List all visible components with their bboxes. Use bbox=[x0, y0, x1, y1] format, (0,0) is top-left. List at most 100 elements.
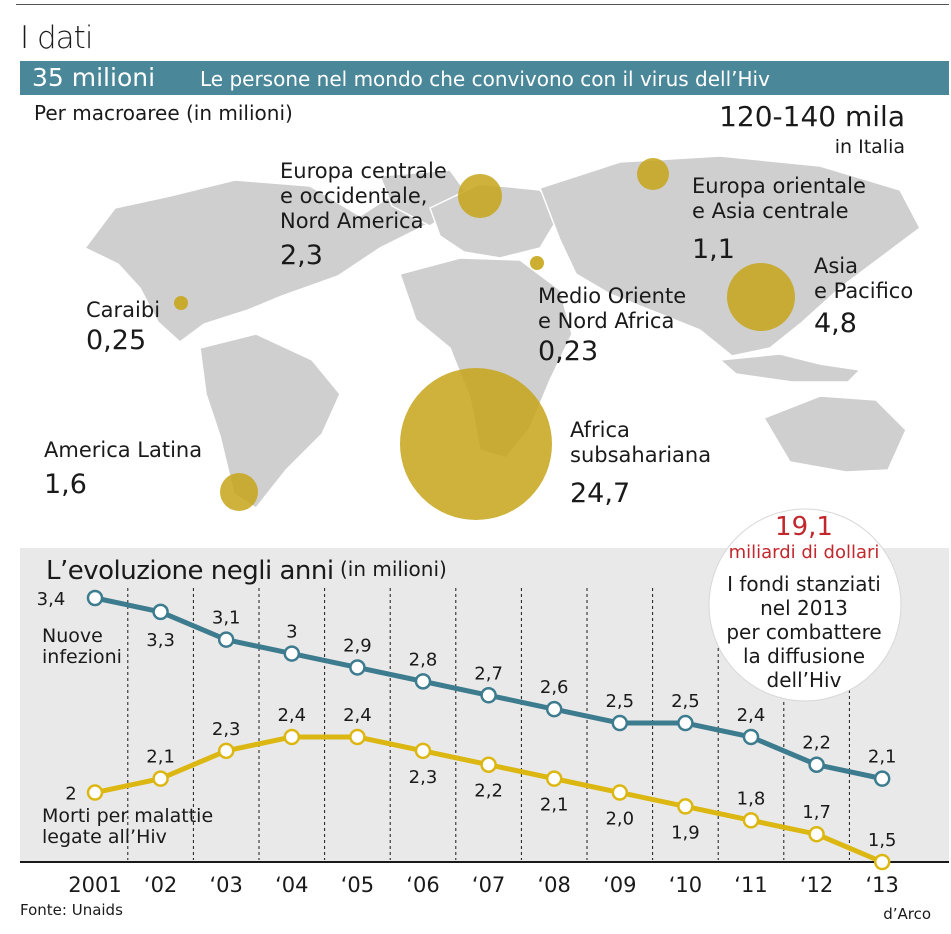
data-point bbox=[414, 742, 432, 760]
data-point bbox=[545, 770, 563, 787]
funds-bubble bbox=[708, 508, 902, 702]
data-point bbox=[677, 798, 694, 815]
data-point bbox=[414, 673, 432, 690]
x-tick-label: ‘03 bbox=[209, 873, 242, 897]
data-label: 3,1 bbox=[212, 608, 241, 629]
australia-shape bbox=[762, 395, 907, 473]
data-point bbox=[611, 784, 629, 801]
x-tick-label: ‘09 bbox=[603, 873, 636, 897]
region-label: Asia e Pacifico bbox=[814, 254, 914, 303]
region-medio-oriente: Medio Oriente e Nord Africa 0,23 bbox=[538, 284, 686, 367]
data-label: 2,1 bbox=[868, 747, 897, 768]
data-point bbox=[152, 603, 169, 621]
data-point bbox=[480, 687, 497, 704]
data-label: 2,1 bbox=[146, 747, 175, 768]
data-label: 1,5 bbox=[868, 830, 897, 851]
x-tick-label: ‘04 bbox=[275, 873, 308, 897]
region-caraibi: Caraibi 0,25 bbox=[86, 298, 160, 356]
series-label-nuove-infezioni: Nuove infezioni bbox=[42, 625, 122, 668]
data-point bbox=[873, 770, 891, 787]
region-label: Medio Oriente e Nord Africa bbox=[538, 284, 687, 333]
x-tick-label: ‘02 bbox=[144, 873, 177, 897]
x-tick-label: ‘08 bbox=[537, 873, 570, 897]
data-point bbox=[217, 742, 235, 760]
region-africa: Africa subsahariana 24,7 bbox=[570, 418, 711, 509]
data-point bbox=[808, 825, 825, 843]
italy-label: in Italia bbox=[834, 136, 905, 158]
region-america-latina: America Latina 1,6 bbox=[44, 438, 202, 500]
data-point bbox=[283, 728, 301, 746]
data-label: 2,8 bbox=[409, 649, 438, 670]
headline-banner: 35 milioni Le persone nel mondo che conv… bbox=[20, 61, 949, 95]
data-label: 3,3 bbox=[146, 630, 175, 651]
data-point bbox=[349, 659, 366, 676]
data-label: 2,4 bbox=[343, 705, 372, 726]
region-label: Africa subsahariana bbox=[570, 418, 712, 467]
data-label: 2,9 bbox=[343, 635, 372, 656]
bubble-america-latina bbox=[220, 473, 258, 511]
chart-title: L’evoluzione negli anni bbox=[46, 556, 334, 586]
data-label: 2,2 bbox=[474, 781, 503, 802]
region-value: 1,1 bbox=[692, 234, 735, 265]
funds-circle bbox=[708, 508, 902, 702]
data-point bbox=[152, 770, 169, 787]
source-note: Fonte: Unaids bbox=[20, 901, 123, 919]
top-rule bbox=[16, 4, 949, 5]
data-label: 2,5 bbox=[605, 691, 634, 712]
data-point bbox=[217, 631, 235, 648]
region-asia-pacifico: Asia e Pacifico 4,8 bbox=[814, 254, 913, 339]
map-subtitle: Per macroaree (in milioni) bbox=[34, 101, 293, 125]
region-value: 4,8 bbox=[814, 308, 857, 339]
data-label: 2,6 bbox=[540, 677, 569, 698]
bubble-asia-pacifico bbox=[727, 263, 795, 331]
funds-amount: 19,1 bbox=[775, 512, 833, 542]
bubble-africa bbox=[400, 368, 552, 520]
data-point bbox=[480, 756, 497, 773]
asia-shape bbox=[539, 155, 921, 357]
region-value: 0,25 bbox=[86, 325, 147, 356]
region-value: 1,6 bbox=[44, 469, 87, 500]
data-label: 2,4 bbox=[737, 705, 766, 726]
data-point bbox=[742, 812, 760, 829]
data-point bbox=[808, 756, 825, 773]
data-point bbox=[742, 728, 760, 746]
region-label: Europa centrale e occidentale, Nord Amer… bbox=[280, 159, 447, 233]
data-label: 1,9 bbox=[671, 822, 700, 843]
data-label: 2,4 bbox=[277, 705, 306, 726]
data-point bbox=[86, 784, 104, 801]
data-point bbox=[349, 728, 366, 746]
funds-description: I fondi stanziati nel 2013 per combatter… bbox=[726, 572, 882, 692]
data-label: 2,5 bbox=[671, 691, 700, 712]
data-label: 3 bbox=[286, 622, 297, 643]
x-tick-label: ‘07 bbox=[472, 873, 505, 897]
x-tick-label: ‘06 bbox=[406, 873, 439, 897]
region-label: Caraibi bbox=[86, 298, 161, 322]
region-label: Europa orientale e Asia centrale bbox=[692, 174, 866, 223]
page-title: I dati bbox=[20, 20, 93, 56]
world-map bbox=[83, 155, 921, 520]
region-value: 24,7 bbox=[570, 478, 631, 509]
banner-total: 35 milioni bbox=[32, 63, 156, 92]
north-america-shape bbox=[83, 179, 442, 343]
data-label: 3,4 bbox=[37, 589, 66, 610]
x-tick-label: ‘11 bbox=[734, 873, 767, 897]
x-tick-label: ‘10 bbox=[669, 873, 702, 897]
bubble-europa-occidentale bbox=[458, 174, 502, 218]
x-tick-label: ‘12 bbox=[800, 873, 833, 897]
data-label: 2,3 bbox=[212, 719, 241, 740]
data-label: 2,7 bbox=[474, 663, 503, 684]
data-label: 1,8 bbox=[737, 788, 766, 809]
x-tick-label: ‘13 bbox=[865, 873, 898, 897]
line-chart: 3,4 3,3 3,1 3 2,9 2,8 2,7 2,6 2,5 2,5 2,4 2,2 2,1 2 2,… bbox=[20, 588, 949, 897]
data-point bbox=[873, 853, 891, 871]
funds-unit: miliardi di dollari bbox=[728, 542, 880, 563]
data-point bbox=[545, 700, 563, 718]
author-credit: d’Arco bbox=[883, 905, 931, 923]
bubble-medio-oriente bbox=[530, 256, 544, 270]
data-label: 2,1 bbox=[540, 795, 569, 816]
indonesia-shape bbox=[718, 353, 862, 383]
south-america-shape bbox=[199, 333, 341, 509]
data-point bbox=[86, 589, 104, 607]
region-label: America Latina bbox=[44, 438, 203, 462]
italy-value: 120-140 mila bbox=[719, 100, 905, 133]
